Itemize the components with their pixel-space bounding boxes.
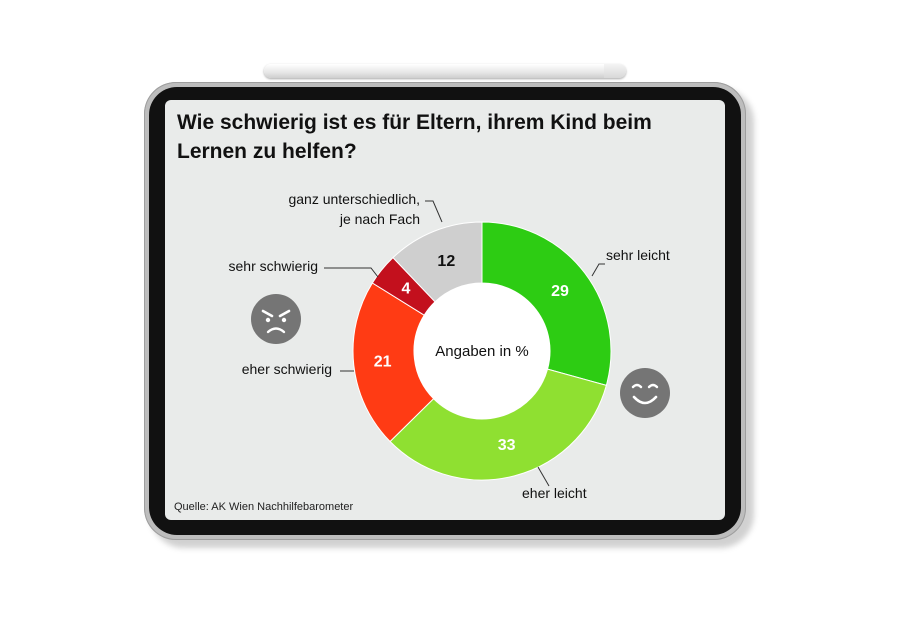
center-label: Angaben in % — [435, 343, 528, 360]
donut-slices — [352, 221, 612, 481]
stylus-pencil — [264, 64, 626, 78]
category-label-eher-schwierig: eher schwierig — [242, 361, 332, 377]
category-label-ganz-unterschiedlich-je-nach-fach: ganz unterschiedlich, je nach Fach — [288, 191, 420, 227]
value-labels: 29 33 21 4 12 — [374, 253, 569, 454]
smiling-face-icon — [620, 368, 670, 418]
value-label-sehr-schwierig: 4 — [401, 280, 410, 297]
value-label-eher-leicht: 33 — [498, 437, 516, 454]
leader-lines — [324, 200, 605, 487]
category-label-sehr-leicht: sehr leicht — [606, 247, 670, 263]
leader-line-eher-leicht — [537, 466, 550, 487]
category-label-sehr-schwierig: sehr schwierig — [229, 258, 318, 274]
donut-chart: Angaben in % 29 33 21 4 12 sehr leicht eher l… — [229, 191, 670, 501]
leader-line-sehr-schwierig — [324, 267, 379, 278]
leader-line-ganz-unterschiedlich-je-nach-fach — [425, 200, 443, 223]
value-label-sehr-leicht: 29 — [551, 283, 569, 300]
category-label-eher-leicht: eher leicht — [522, 485, 587, 501]
tablet-screen: Wie schwierig ist es für Eltern, ihrem K… — [165, 100, 725, 520]
angry-face-icon — [251, 294, 301, 344]
leader-line-sehr-leicht — [591, 263, 605, 277]
source-note: Quelle: AK Wien Nachhilfebarometer — [174, 501, 354, 513]
category-labels: sehr leicht eher leicht eher schwierig sehr… — [229, 191, 670, 501]
chart-title: Wie schwierig ist es für Eltern, ihrem K… — [177, 111, 652, 163]
value-label-ganz-unterschiedlich-je-nach-fach: 12 — [437, 253, 455, 270]
donut-hole — [414, 283, 550, 419]
value-label-eher-schwierig: 21 — [374, 353, 392, 370]
